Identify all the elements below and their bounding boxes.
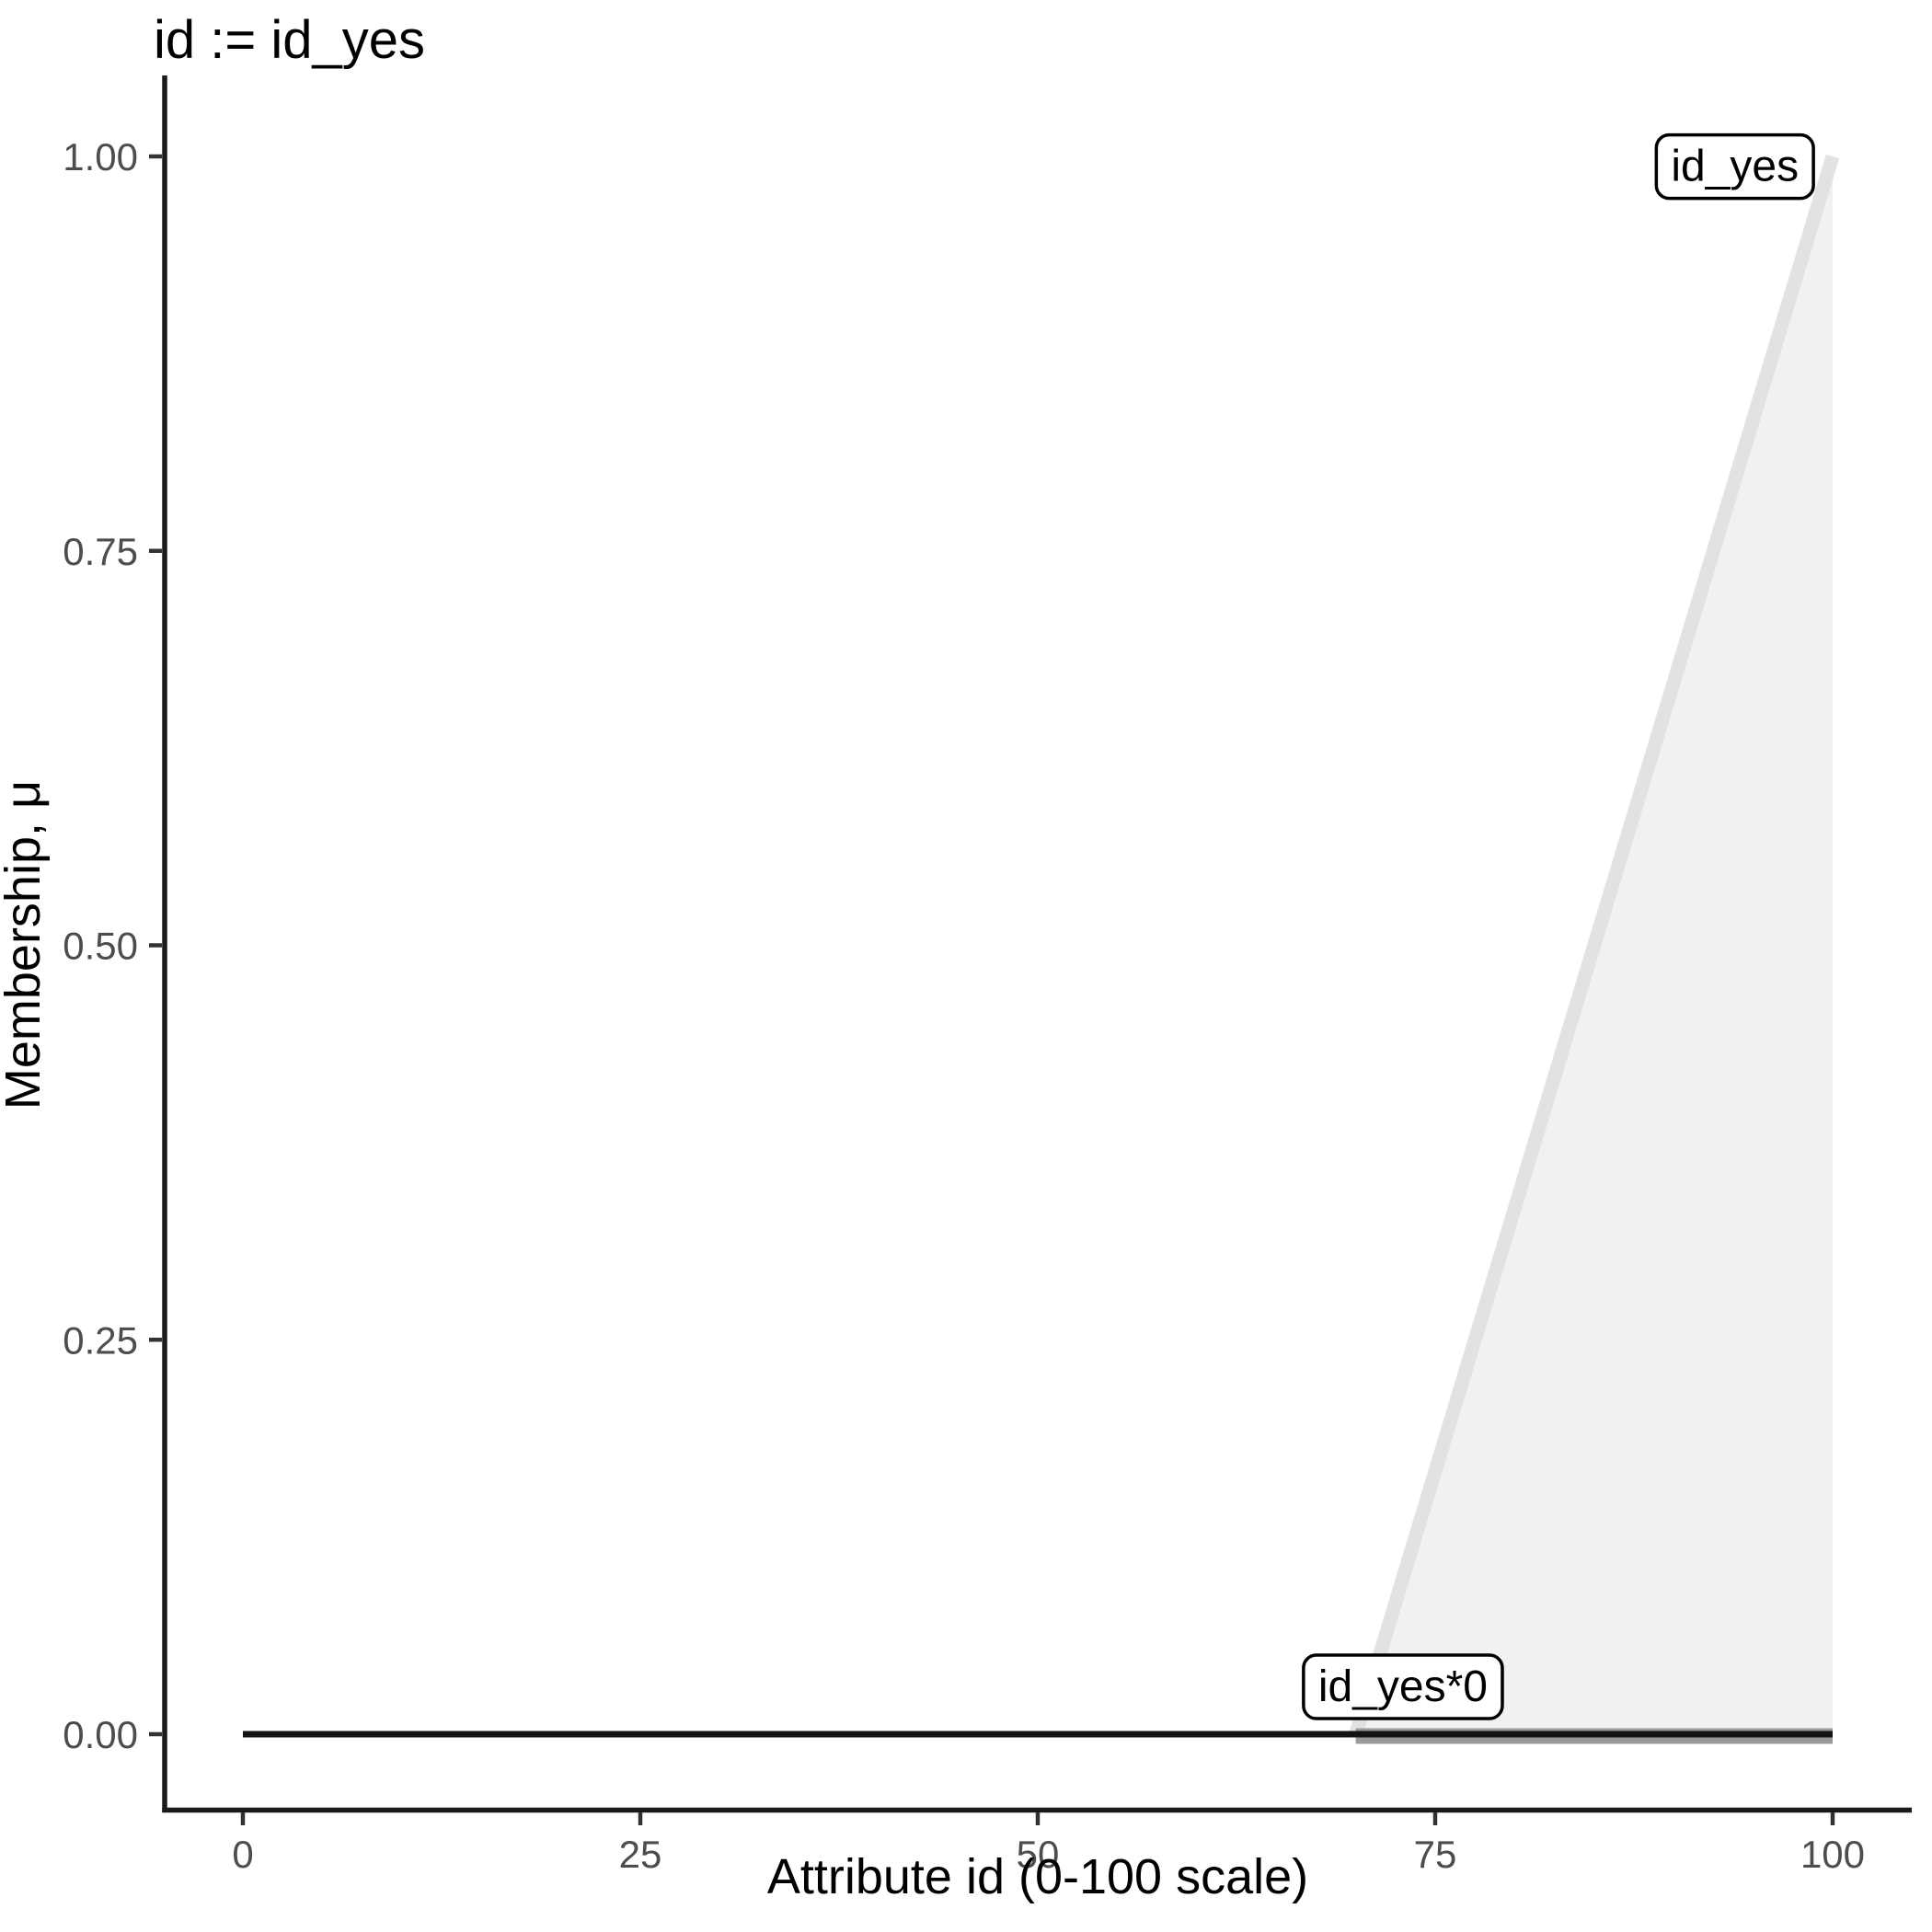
annotation-layer: id_yes id_yes*0 bbox=[1302, 132, 1815, 1720]
y-tick-label: 0.25 bbox=[63, 1318, 138, 1362]
y-tick-label: 1.00 bbox=[63, 135, 138, 178]
annotation-label: id_yes*0 bbox=[1318, 1662, 1488, 1711]
series-layer bbox=[243, 154, 1840, 1744]
x-axis-title: Attribute id (0-100 scale) bbox=[767, 1849, 1308, 1904]
y-tick-label: 0.75 bbox=[63, 530, 138, 573]
x-tick-label: 25 bbox=[619, 1833, 662, 1876]
annotation-id_yes*0: id_yes*0 bbox=[1302, 1653, 1504, 1720]
y-tick-label: 0.00 bbox=[63, 1713, 138, 1756]
annotation-box bbox=[1654, 132, 1815, 201]
y-axis-title: Membership, μ bbox=[0, 780, 51, 1110]
plot-title: id := id_yes bbox=[154, 10, 425, 70]
x-tick-label: 50 bbox=[1017, 1833, 1060, 1876]
membership-line-id_yes bbox=[1349, 154, 1840, 1737]
x-tick-label: 0 bbox=[232, 1833, 253, 1876]
x-tick-label: 75 bbox=[1414, 1833, 1457, 1876]
x-tick-label: 100 bbox=[1800, 1833, 1865, 1876]
annotation-label: id_yes bbox=[1671, 143, 1799, 191]
y-ticks: 1.00 0.75 0.50 0.25 0.00 bbox=[63, 135, 162, 1756]
y-tick-label: 0.50 bbox=[63, 925, 138, 968]
annotation-box bbox=[1302, 1653, 1504, 1720]
x-ticks: 0 25 50 75 100 bbox=[232, 1812, 1865, 1876]
annotation-id_yes: id_yes bbox=[1654, 132, 1815, 201]
